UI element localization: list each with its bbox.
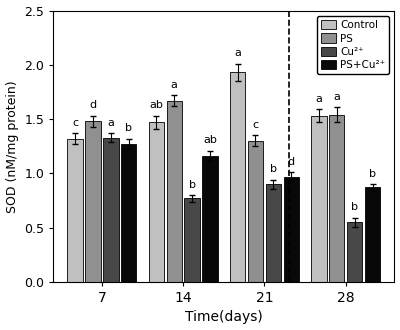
- Bar: [365, 187, 380, 282]
- Text: b: b: [351, 202, 358, 213]
- Text: a: a: [333, 92, 340, 102]
- Bar: [284, 177, 299, 282]
- Legend: Control, PS, Cu²⁺, PS+Cu²⁺: Control, PS, Cu²⁺, PS+Cu²⁺: [317, 16, 389, 74]
- Text: d: d: [89, 100, 96, 111]
- Bar: [266, 184, 281, 282]
- Bar: [311, 116, 326, 282]
- Bar: [121, 144, 136, 282]
- Bar: [202, 156, 218, 282]
- X-axis label: Time(days): Time(days): [185, 311, 263, 324]
- Bar: [103, 138, 118, 282]
- Text: c: c: [72, 118, 78, 128]
- Text: ab: ab: [203, 135, 217, 145]
- Bar: [230, 72, 245, 282]
- Bar: [184, 198, 200, 282]
- Bar: [166, 101, 182, 282]
- Text: ab: ab: [150, 100, 163, 111]
- Text: b: b: [270, 164, 277, 175]
- Text: b: b: [369, 169, 376, 179]
- Text: d: d: [288, 157, 295, 167]
- Text: a: a: [171, 80, 178, 90]
- Bar: [347, 222, 362, 282]
- Text: a: a: [107, 118, 114, 128]
- Text: b: b: [125, 123, 132, 133]
- Text: a: a: [234, 48, 241, 58]
- Text: a: a: [316, 94, 322, 104]
- Text: b: b: [188, 180, 196, 190]
- Bar: [67, 139, 83, 282]
- Bar: [149, 122, 164, 282]
- Y-axis label: SOD (nM/mg protein): SOD (nM/mg protein): [6, 80, 18, 213]
- Bar: [329, 115, 344, 282]
- Text: c: c: [252, 120, 258, 130]
- Bar: [248, 141, 263, 282]
- Bar: [85, 121, 101, 282]
